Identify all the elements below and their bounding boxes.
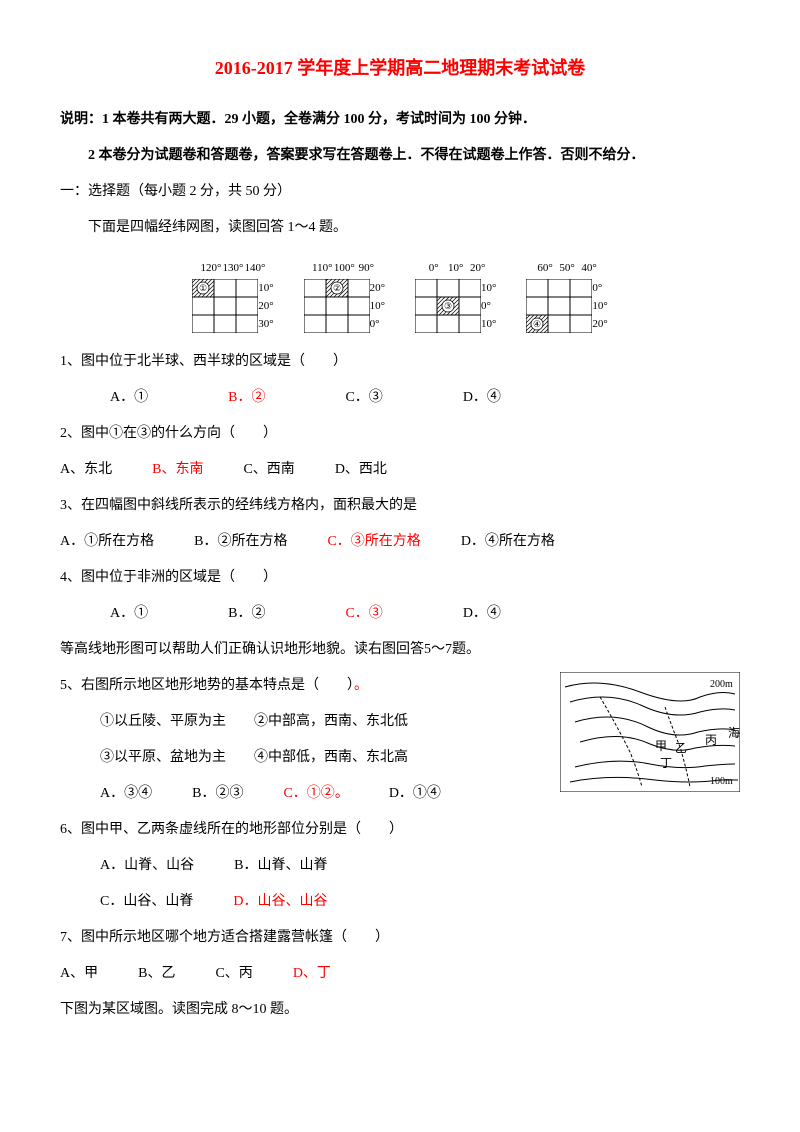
q2-opt-b: B、东南 (152, 456, 203, 484)
q5-opt-c: C．①②。 (283, 780, 348, 808)
q2-opt-d: D、西北 (335, 456, 387, 484)
q1-opt-b: B．② (228, 384, 265, 412)
contour-map: 200m 100m 甲 乙 丙 丁 海 (560, 672, 740, 803)
prompt-contour: 等高线地形图可以帮助人们正确认识地形地貌。读右图回答5～7题。 (60, 636, 740, 664)
q5-opt-b: B．②③ (192, 780, 243, 808)
q6: 6、图中甲、乙两条虚线所在的地形部位分别是（ ） (60, 816, 740, 844)
q1-opt-c: C．③ (345, 384, 382, 412)
q4-opt-c: C．③ (345, 600, 382, 628)
svg-text:甲: 甲 (655, 739, 667, 753)
q3-options: A．①所在方格 B．②所在方格 C．③所在方格 D．④所在方格 (60, 528, 740, 556)
q3-opt-c: C．③所在方格 (327, 528, 420, 556)
grid-1-svg: ① (192, 279, 258, 333)
q5-sub1: ①以丘陵、平原为主 ②中部高，西南、东北低 (60, 708, 550, 736)
q4-options: A．① B．② C．③ D．④ (60, 600, 740, 628)
prompt-grids: 下面是四幅经纬网图，读图回答 1～4 题。 (60, 214, 740, 242)
grid-3-svg: ③ (415, 279, 481, 333)
instruction-2: 2 本卷分为试题卷和答题卷，答案要求写在答题卷上．不得在试题卷上作答．否则不给分… (60, 142, 740, 170)
svg-text:②: ② (333, 283, 341, 293)
grid-2-svg: ② (304, 279, 370, 333)
svg-text:200m: 200m (710, 679, 733, 690)
q7-opt-b: B、乙 (138, 960, 175, 988)
q1-opt-a: A．① (110, 384, 148, 412)
svg-text:100m: 100m (710, 776, 733, 787)
q6-opt-d: D．山谷、山谷 (233, 888, 327, 916)
q5: 5、右图所示地区地形地势的基本特点是（ ）。 (60, 672, 550, 700)
q1: 1、图中位于北半球、西半球的区域是（ ） (60, 348, 740, 376)
q5-sub2: ③以平原、盆地为主 ④中部低，西南、东北高 (60, 744, 550, 772)
q6-options-2: C．山谷、山脊 D．山谷、山谷 (60, 888, 740, 916)
grid-2: 110° 100° 90° ② 20° 10° 0° (304, 257, 385, 333)
q5-opt-a: A．③④ (100, 780, 152, 808)
q2: 2、图中①在③的什么方向（ ） (60, 420, 740, 448)
q4-opt-d: D．④ (463, 600, 501, 628)
q2-opt-c: C、西南 (243, 456, 294, 484)
q4-opt-a: A．① (110, 600, 148, 628)
svg-text:③: ③ (444, 301, 452, 311)
q7: 7、图中所示地区哪个地方适合搭建露营帐篷（ ） (60, 924, 740, 952)
svg-text:乙: 乙 (675, 741, 687, 755)
grid-1: 120° 130° 140° ① 10° 20° 30° (192, 257, 273, 333)
q7-opt-c: C、丙 (215, 960, 252, 988)
instruction-1: 说明：1 本卷共有两大题．29 小题，全卷满分 100 分，考试时间为 100 … (60, 106, 740, 134)
svg-text:海: 海 (728, 725, 740, 740)
grid-3: 0° 10° 20° ③ 10° 0° 10° (415, 257, 496, 333)
q6-options-1: A．山脊、山谷 B．山脊、山脊 (60, 852, 740, 880)
svg-text:丙: 丙 (705, 733, 717, 747)
q1-opt-d: D．④ (463, 384, 501, 412)
grid-diagrams: 120° 130° 140° ① 10° 20° 30° 110° 100° 9… (60, 257, 740, 333)
q6-opt-a: A．山脊、山谷 (100, 852, 194, 880)
q3: 3、在四幅图中斜线所表示的经纬线方格内，面积最大的是 (60, 492, 740, 520)
q1-options: A．① B．② C．③ D．④ (60, 384, 740, 412)
q7-opt-d: D、丁 (293, 960, 331, 988)
q3-opt-a: A．①所在方格 (60, 528, 154, 556)
q2-opt-a: A、东北 (60, 456, 112, 484)
q5-opt-d: D．①④ (389, 780, 441, 808)
q4: 4、图中位于非洲的区域是（ ） (60, 564, 740, 592)
svg-text:④: ④ (533, 319, 541, 329)
exam-title: 2016-2017 学年度上学期高二地理期末考试试卷 (60, 50, 740, 86)
prompt-last: 下图为某区域图。读图完成 8～10 题。 (60, 996, 740, 1024)
q4-opt-b: B．② (228, 600, 265, 628)
svg-text:①: ① (199, 283, 207, 293)
grid-4-svg: ④ (526, 279, 592, 333)
q3-opt-b: B．②所在方格 (194, 528, 287, 556)
grid-4: 60° 50° 40° ④ 0° 10° 20° (526, 257, 607, 333)
q2-options: A、东北 B、东南 C、西南 D、西北 (60, 456, 740, 484)
q6-opt-b: B．山脊、山脊 (234, 852, 327, 880)
svg-text:丁: 丁 (660, 756, 672, 770)
q3-opt-d: D．④所在方格 (461, 528, 555, 556)
section-1-heading: 一：选择题（每小题 2 分，共 50 分） (60, 178, 740, 206)
q7-opt-a: A、甲 (60, 960, 98, 988)
q5-options: A．③④ B．②③ C．①②。 D．①④ (60, 780, 550, 808)
q7-options: A、甲 B、乙 C、丙 D、丁 (60, 960, 740, 988)
q6-opt-c: C．山谷、山脊 (100, 888, 193, 916)
